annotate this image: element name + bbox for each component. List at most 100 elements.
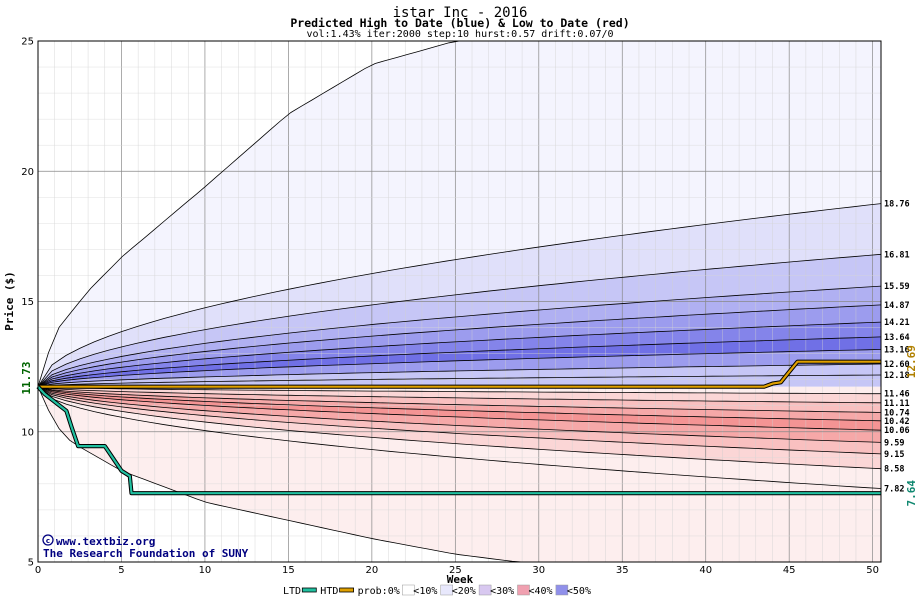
legend-swatch xyxy=(555,584,569,596)
quantile-line xyxy=(37,386,882,489)
series-lines xyxy=(36,359,881,496)
quantile-line xyxy=(37,336,882,388)
probability-band-upper xyxy=(38,304,881,387)
quantile-line xyxy=(37,374,882,388)
probability-band-lower xyxy=(38,386,881,454)
quantile-end-label: 13.64 xyxy=(884,333,910,343)
htd-line xyxy=(38,360,881,388)
quantile-line xyxy=(37,386,882,431)
quantile-end-label: 16.81 xyxy=(884,250,910,260)
credit-url[interactable]: www.textbiz.org xyxy=(56,535,155,548)
x-tick-label: 40 xyxy=(699,565,712,576)
quantile-end-label: 13.16 xyxy=(884,345,910,355)
htd-end-label: 12.69 xyxy=(905,345,918,378)
chart-subtitle: Predicted High to Date (blue) & Low to D… xyxy=(290,16,629,30)
quantile-end-label: 10.06 xyxy=(884,426,910,436)
probability-band-upper xyxy=(38,286,881,387)
x-tick-label: 10 xyxy=(199,565,212,576)
probability-band-upper xyxy=(38,322,881,387)
legend-swatch xyxy=(478,584,492,596)
quantile-end-label: 9.59 xyxy=(884,438,904,448)
quantile-end-label: 11.11 xyxy=(884,399,910,409)
probability-band-upper xyxy=(38,41,881,387)
grid-lines xyxy=(37,40,881,563)
x-tick-label: 0 xyxy=(35,565,41,576)
quantile-line xyxy=(37,349,882,388)
quantile-end-label: 10.74 xyxy=(884,408,910,418)
quantile-end-label: 14.21 xyxy=(884,318,910,328)
legend-label: <20% xyxy=(452,586,476,597)
legend-swatch xyxy=(402,584,415,596)
end-labels: 18.76 16.81 15.59 14.87 14.21 13.64 13.16 12.60… xyxy=(884,200,918,507)
y-tick-label: 15 xyxy=(21,297,34,308)
probability-band-upper xyxy=(38,364,881,387)
quantile-end-label: 7.82 xyxy=(884,485,904,495)
quantile-end-label: 18.76 xyxy=(884,200,910,210)
probability-band-upper xyxy=(38,375,881,387)
credit-org: The Research Foundation of SUNY xyxy=(43,547,249,560)
legend-label: <40% xyxy=(529,586,553,597)
legend-label: <30% xyxy=(490,586,514,597)
quantile-line xyxy=(37,363,882,388)
quantile-end-label: 12.60 xyxy=(884,360,910,370)
probability-band-lower xyxy=(38,386,881,421)
chart-title: istar Inc - 2016 xyxy=(393,5,528,21)
x-tick-label: 5 xyxy=(118,565,124,576)
legend-label: <50% xyxy=(567,586,591,597)
quantile-line xyxy=(37,386,882,455)
x-tick-label: 50 xyxy=(866,565,879,576)
quantile-line xyxy=(37,304,882,388)
quantile-end-label: 9.15 xyxy=(884,450,904,460)
quantile-end-label: 8.58 xyxy=(884,465,904,475)
quantile-line xyxy=(37,386,882,404)
quantile-line xyxy=(37,386,882,413)
quantile-line xyxy=(37,285,882,388)
quantile-line xyxy=(37,386,882,470)
quantile-end-label: 15.59 xyxy=(884,282,910,292)
x-tick-label: 35 xyxy=(616,565,629,576)
probability-band-upper xyxy=(38,336,881,387)
copyright-icon xyxy=(42,534,54,546)
quantile-end-label: 11.46 xyxy=(884,390,910,400)
legend-swatch xyxy=(517,584,530,596)
y-tick-label: 20 xyxy=(21,167,34,178)
start-price-label: 11.73 xyxy=(20,361,33,394)
legend-label: <10% xyxy=(413,586,437,597)
probability-band-lower xyxy=(38,386,881,431)
quantile-line xyxy=(37,386,881,395)
x-tick-label: 20 xyxy=(365,565,378,576)
probability-band-lower xyxy=(38,386,881,403)
ltd-line xyxy=(37,385,881,495)
quantile-end-label: 12.18 xyxy=(884,371,910,381)
credits: c www.textbiz.org The Research Foundatio… xyxy=(42,534,249,560)
probability-band-upper xyxy=(38,254,881,387)
y-axis-label: Price ($) xyxy=(3,271,16,331)
y-tick-label: 5 xyxy=(28,558,34,569)
probability-band-lower xyxy=(38,386,881,443)
chart-params: vol:1.43% iter:2000 step:10 hurst:0.57 d… xyxy=(306,29,613,40)
probability-band-upper xyxy=(38,349,881,387)
legend-label: HTD xyxy=(320,586,338,597)
legend-line-swatch xyxy=(301,587,317,593)
legend-label: prob:0% xyxy=(358,586,400,597)
quantile-line xyxy=(37,386,882,443)
copyright-letter: c xyxy=(46,537,50,545)
legend: LTD HTD prob:0% <10% <20% <30% <40% <50% xyxy=(283,584,591,597)
quantile-line xyxy=(37,253,882,387)
legend-swatch xyxy=(440,584,453,596)
x-tick-label: 25 xyxy=(449,565,462,576)
quantile-line xyxy=(37,203,882,387)
probability-band-lower xyxy=(38,386,881,562)
x-tick-label: 45 xyxy=(783,565,796,576)
y-tick-label: 25 xyxy=(21,37,34,48)
probability-band-lower xyxy=(38,386,881,413)
legend-label: LTD xyxy=(283,586,301,597)
quantile-line xyxy=(37,386,882,422)
quantile-end-label: 14.87 xyxy=(884,301,910,311)
legend-line-swatch xyxy=(339,587,355,593)
quantile-end-label: 10.42 xyxy=(884,417,910,427)
ltd-end-label: 7.64 xyxy=(905,480,918,507)
x-tick-label: 30 xyxy=(532,565,545,576)
